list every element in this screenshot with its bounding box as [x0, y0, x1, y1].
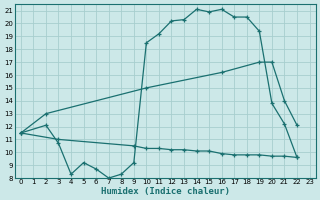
X-axis label: Humidex (Indice chaleur): Humidex (Indice chaleur) — [101, 187, 230, 196]
